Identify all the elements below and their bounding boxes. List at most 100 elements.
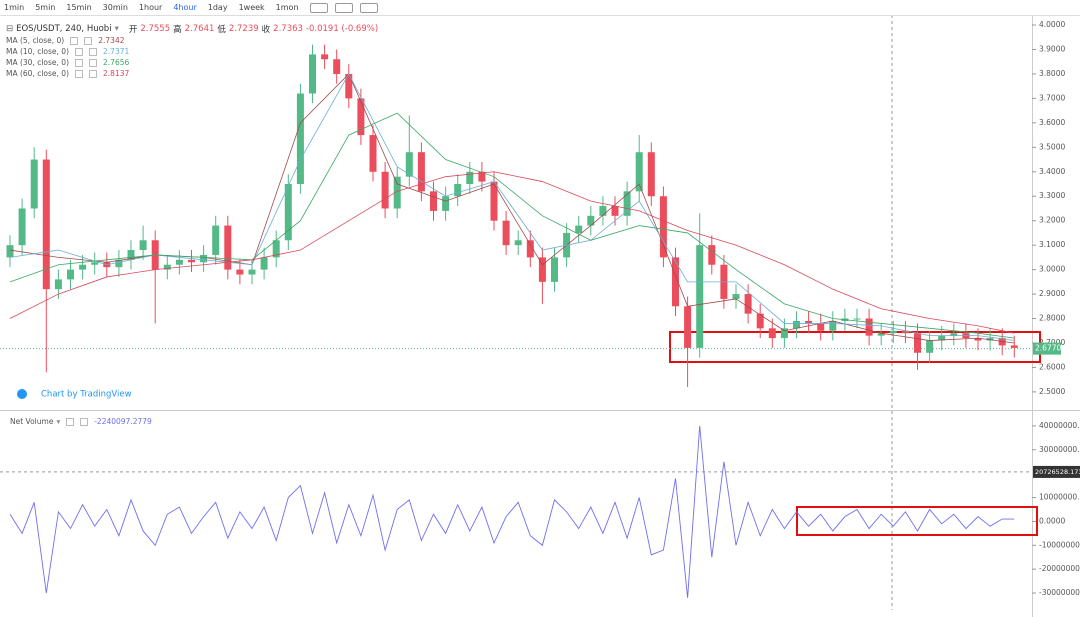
candle-body bbox=[42, 159, 50, 290]
candle-body bbox=[817, 323, 825, 331]
candle-body bbox=[321, 54, 329, 60]
y-tick-label: 3.4000 bbox=[1039, 167, 1065, 176]
candle-body bbox=[345, 73, 353, 99]
ma-toggle[interactable] bbox=[75, 58, 84, 67]
candle-body bbox=[405, 152, 413, 177]
y-tick-label: 3.1000 bbox=[1039, 240, 1065, 249]
candle-body bbox=[901, 330, 909, 334]
candle-body bbox=[381, 171, 389, 209]
candle-body bbox=[599, 206, 607, 216]
ma-row: MA (60, close, 0) 2.8137 bbox=[6, 68, 381, 79]
candle-body bbox=[708, 245, 716, 265]
y-tick-label: 2.9000 bbox=[1039, 289, 1065, 298]
interval-button[interactable]: 1min bbox=[4, 3, 25, 12]
candle-body bbox=[696, 245, 704, 348]
collapse-icon[interactable]: ⊟ bbox=[6, 23, 14, 34]
y-tick-label: 3.0000 bbox=[1039, 265, 1065, 274]
ma-toggle[interactable] bbox=[70, 36, 79, 45]
interval-button[interactable]: 30min bbox=[102, 3, 128, 12]
candle-body bbox=[611, 206, 619, 216]
candle-body bbox=[526, 240, 534, 258]
toolbar-icon[interactable] bbox=[334, 2, 353, 13]
candle-body bbox=[466, 171, 474, 185]
y-tick-label: 3.3000 bbox=[1039, 191, 1065, 200]
candle-body bbox=[744, 294, 752, 314]
ohlc-value: 2.7641 bbox=[184, 23, 215, 34]
interval-button[interactable]: 1day bbox=[207, 3, 228, 12]
ohlc-value: 2.7555 bbox=[140, 23, 171, 34]
y-tick-label: 2.6000 bbox=[1039, 362, 1065, 371]
y-tick-label: 10000000.0000 bbox=[1039, 493, 1080, 502]
y-tick-label: 3.5000 bbox=[1039, 142, 1065, 151]
y-tick-label: 2.8000 bbox=[1039, 314, 1065, 323]
candle-body bbox=[672, 257, 679, 307]
candle-body bbox=[163, 264, 171, 270]
interval-button[interactable]: 1hour bbox=[138, 3, 163, 12]
candle-body bbox=[865, 318, 873, 336]
y-tick-label: 0.0000 bbox=[1039, 516, 1065, 525]
candle-body bbox=[369, 135, 377, 172]
y-tick-label: 3.6000 bbox=[1039, 118, 1065, 127]
interval-button[interactable]: 1week bbox=[238, 3, 265, 12]
candle-body bbox=[780, 328, 788, 339]
y-tick-label: 2.5000 bbox=[1039, 387, 1065, 396]
candle-body bbox=[756, 313, 764, 329]
interval-button[interactable]: 4hour bbox=[173, 3, 197, 12]
ma-toggle[interactable] bbox=[75, 47, 84, 56]
interval-button[interactable]: 1mon bbox=[275, 3, 299, 12]
ohlc-label: 收 bbox=[261, 24, 271, 35]
ma-row: MA (10, close, 0) 2.7371 bbox=[6, 46, 381, 57]
y-tick-label: -30000000.0000 bbox=[1039, 588, 1080, 597]
ohlc-row: ⊟ EOS/USDT, 240, Huobi ▾ 开 2.7555 高 2.7641… bbox=[6, 22, 381, 35]
candle-body bbox=[538, 257, 546, 282]
symbol: EOS/USDT, 240, Huobi bbox=[16, 23, 112, 34]
candle-body bbox=[587, 215, 595, 226]
ma-row: MA (30, close, 0) 2.7656 bbox=[6, 57, 381, 68]
candle-body bbox=[551, 257, 558, 282]
candle-body bbox=[1010, 345, 1018, 348]
candle-body bbox=[188, 259, 195, 263]
dropdown[interactable]: ▾ bbox=[114, 23, 119, 34]
candle-body bbox=[236, 269, 244, 275]
y-tick-label: 30000000.0000 bbox=[1039, 445, 1080, 454]
candle-body bbox=[454, 184, 462, 197]
ma-toggle[interactable] bbox=[84, 36, 93, 45]
ma-toggle[interactable] bbox=[89, 58, 98, 67]
candle-body bbox=[490, 181, 498, 221]
ma-value: 2.7342 bbox=[98, 36, 125, 45]
candle-body bbox=[272, 240, 280, 258]
interval-button[interactable]: 15min bbox=[66, 3, 92, 12]
candle-body bbox=[635, 152, 643, 192]
net-volume-line bbox=[9, 425, 1015, 598]
candle-body bbox=[212, 225, 220, 255]
ohlc-label: 开 bbox=[128, 24, 138, 35]
candle-body bbox=[914, 333, 921, 353]
candle-body bbox=[54, 279, 62, 290]
y-tick-label: 2.7000 bbox=[1039, 338, 1065, 347]
candle-body bbox=[309, 54, 316, 94]
candle-body bbox=[732, 294, 740, 299]
ma-toggle[interactable] bbox=[89, 47, 98, 56]
toolbar-icon[interactable] bbox=[309, 2, 328, 13]
candle-body bbox=[18, 208, 26, 246]
ohlc-label: 低 bbox=[217, 24, 226, 35]
highlight-box bbox=[796, 506, 1038, 536]
candle-body bbox=[296, 93, 304, 185]
toolbar-icon[interactable] bbox=[359, 2, 378, 13]
candle-body bbox=[6, 245, 14, 258]
indicator-name: Net Volume bbox=[10, 417, 54, 426]
candle-body bbox=[478, 171, 486, 182]
candle-body bbox=[139, 240, 147, 251]
ma-toggle[interactable] bbox=[75, 69, 84, 78]
candle-body bbox=[877, 333, 885, 336]
ma-toggle[interactable] bbox=[89, 69, 98, 78]
candle-body bbox=[829, 320, 837, 331]
candle-body bbox=[115, 259, 123, 268]
ma-line bbox=[9, 73, 1015, 341]
candle-body bbox=[623, 191, 631, 216]
candle-body bbox=[175, 259, 183, 265]
interval-button[interactable]: 5min bbox=[35, 3, 56, 12]
candle-body bbox=[575, 225, 583, 233]
